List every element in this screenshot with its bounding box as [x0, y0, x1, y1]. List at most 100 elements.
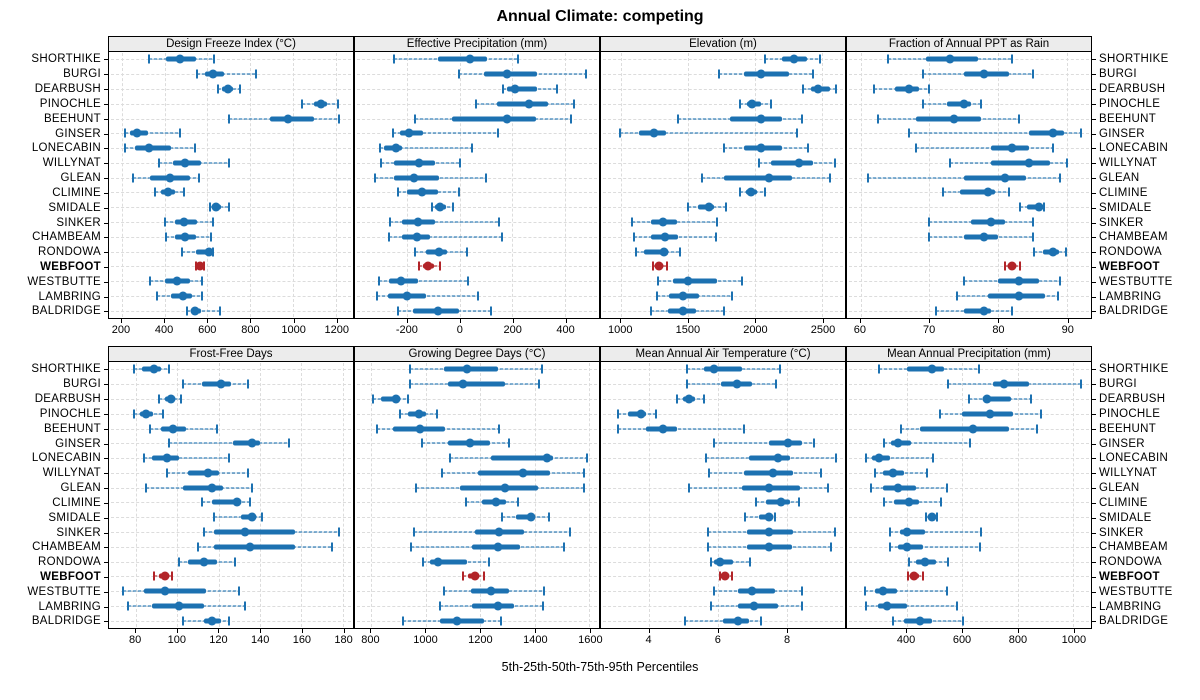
percentile-row: [355, 495, 599, 510]
gridline-horizontal: [357, 192, 597, 194]
percentile-row: [847, 82, 1091, 97]
percentile-row: [847, 170, 1091, 185]
median-dot: [316, 99, 326, 109]
percentile-row: [355, 362, 599, 377]
band-bottom: SHORTHIKE BURGI DEARBUSH PINOCHLE BEEHUNT GIN…: [0, 346, 1200, 651]
median-dot: [502, 114, 512, 124]
percentile-row: [109, 525, 353, 540]
whisker-5-95: [379, 147, 472, 150]
gridline-vertical: [512, 53, 514, 317]
whisker-cap: [542, 601, 545, 611]
percentile-row: [601, 539, 845, 554]
whisker-cap: [287, 438, 290, 448]
gridline-horizontal: [849, 561, 1089, 563]
whisker-cap: [833, 158, 836, 168]
median-dot: [1007, 261, 1017, 271]
whisker-5-95: [889, 530, 982, 533]
whisker-cap: [826, 483, 829, 493]
whisker-5-95: [618, 427, 744, 430]
row-tick: [1092, 458, 1096, 460]
axis-tick: [1067, 319, 1069, 323]
whisker-cap: [167, 438, 170, 448]
whisker-cap: [977, 364, 980, 374]
median-dot: [208, 69, 218, 79]
percentile-row: [355, 613, 599, 628]
median-dot: [920, 557, 930, 567]
box-25-75: [946, 101, 971, 107]
median-dot: [245, 542, 255, 552]
median-dot: [396, 276, 406, 286]
station-label-text: BALDRIDGE: [1099, 615, 1169, 628]
percentile-row: [355, 525, 599, 540]
whisker-cap: [164, 232, 167, 242]
percentile-row: [355, 185, 599, 200]
whisker-5-95: [389, 235, 502, 238]
axis-tick-label: 400: [154, 324, 174, 336]
panel-design-freeze-index-c: Design Freeze Index (°C): [108, 36, 354, 319]
whisker-cap: [873, 468, 876, 478]
gridline-vertical: [906, 363, 908, 627]
whisker-cap: [490, 306, 493, 316]
whisker-cap: [131, 173, 134, 183]
median-dot: [776, 497, 786, 507]
median-dot: [746, 187, 756, 197]
median-dot: [789, 54, 799, 64]
percentile-row: [109, 436, 353, 451]
whisker-cap: [801, 586, 804, 596]
station-label-text: DEARBUSH: [34, 393, 101, 406]
whisker-cap: [422, 557, 425, 567]
gridline-horizontal: [357, 281, 597, 283]
row-tick: [104, 547, 108, 549]
axis-tick-label: 4: [645, 634, 652, 646]
box-25-75: [183, 485, 223, 491]
station-label-text: WILLYNAT: [1099, 157, 1158, 170]
station-label-text: PINOCHLE: [1099, 407, 1161, 420]
station-label: LONECABIN: [0, 451, 108, 466]
percentile-row: [601, 111, 845, 126]
whisker-cap: [435, 409, 438, 419]
percentile-row: [109, 82, 353, 97]
panel-strip: Design Freeze Index (°C): [108, 36, 354, 52]
station-label: SHORTHIKE: [0, 52, 108, 67]
whisker-cap: [962, 276, 965, 286]
whisker-cap: [1031, 69, 1034, 79]
panel-growing-degree-days-c: Growing Degree Days (°C): [354, 346, 600, 629]
percentile-row: [601, 200, 845, 215]
station-label-text: BALDRIDGE: [31, 305, 101, 318]
median-dot: [500, 483, 510, 493]
whisker-5-95: [867, 176, 1061, 179]
box-25-75: [429, 559, 467, 565]
median-dot: [415, 424, 425, 434]
axis-tick: [512, 319, 514, 323]
median-dot: [660, 232, 670, 242]
whisker-cap: [261, 512, 264, 522]
whisker-cap: [122, 586, 125, 596]
whisker-cap: [238, 84, 241, 94]
whisker-cap: [1019, 202, 1022, 212]
whisker-cap: [500, 232, 503, 242]
percentile-row: [355, 200, 599, 215]
whisker-cap: [947, 557, 950, 567]
whisker-cap: [713, 438, 716, 448]
percentile-row: [847, 539, 1091, 554]
whisker-cap: [375, 424, 378, 434]
gridline-vertical: [207, 53, 209, 317]
whisker-5-95: [884, 442, 971, 445]
gridline-horizontal: [849, 502, 1089, 504]
gridline-horizontal: [849, 207, 1089, 209]
median-dot: [979, 232, 989, 242]
median-dot: [749, 601, 759, 611]
median-dot: [216, 379, 226, 389]
percentile-row: [601, 362, 845, 377]
station-label-text: WILLYNAT: [42, 467, 101, 480]
gridline-vertical: [250, 53, 252, 317]
box-25-75: [992, 381, 1029, 387]
percentile-row: [109, 451, 353, 466]
median-dot: [207, 483, 217, 493]
station-label-text: WEBFOOT: [40, 261, 101, 273]
whisker-cap: [876, 114, 879, 124]
whisker-cap: [738, 187, 741, 197]
whisker-cap: [928, 84, 931, 94]
box-25-75: [991, 160, 1050, 166]
row-tick: [104, 577, 108, 578]
